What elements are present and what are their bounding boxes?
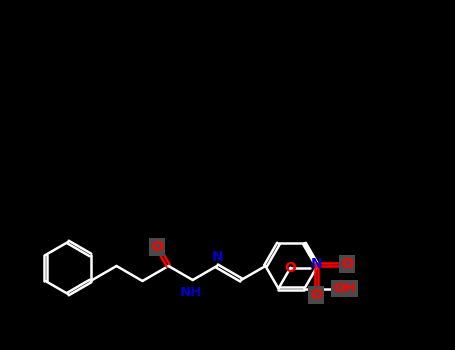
Text: OH: OH [333, 282, 356, 295]
Text: O: O [342, 257, 354, 271]
Text: N: N [311, 257, 322, 271]
Text: O: O [310, 288, 323, 302]
Text: NH: NH [180, 286, 202, 299]
Text: O: O [152, 240, 163, 254]
Text: O: O [284, 261, 296, 275]
Text: N: N [212, 250, 224, 264]
